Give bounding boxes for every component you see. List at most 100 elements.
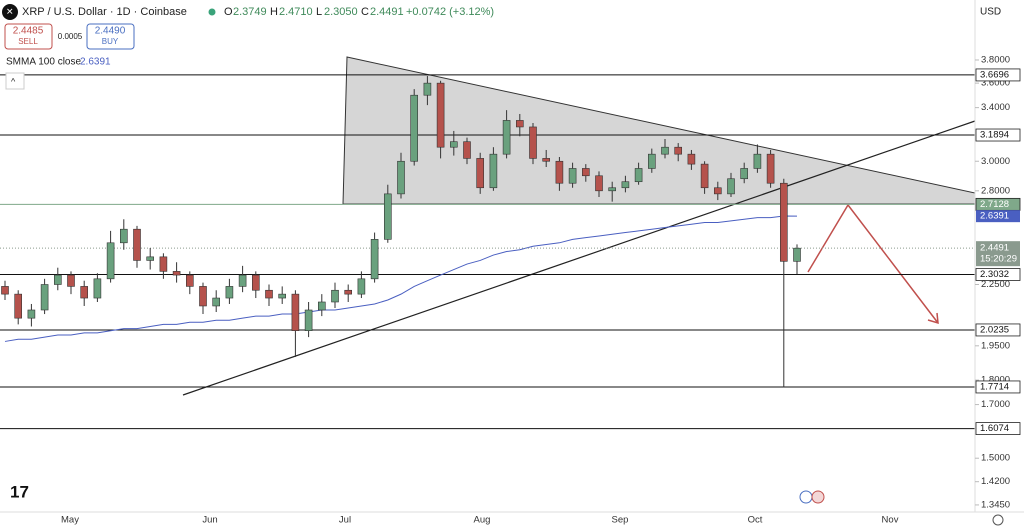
candle-body — [67, 274, 75, 287]
buy-button[interactable] — [86, 23, 135, 50]
candle-body — [779, 182, 788, 262]
sell-label: SELL — [18, 37, 38, 46]
candle-body — [344, 289, 353, 295]
candle-body — [608, 187, 617, 192]
price-change: +0.0742 (+3.12%) — [406, 6, 494, 18]
level-label-box — [975, 68, 1021, 82]
countdown: 15:20:29 — [980, 254, 1017, 265]
candle-body — [212, 297, 220, 307]
level-label-box — [975, 268, 1021, 281]
candle-body — [1, 286, 9, 295]
event-icon[interactable] — [811, 490, 825, 504]
candle-body — [634, 168, 643, 183]
y-tick-label: 3.0000 — [981, 156, 1010, 167]
last-price-box — [976, 241, 1020, 267]
candle-body — [53, 274, 62, 285]
symbol-icon — [2, 4, 18, 20]
trend-line — [182, 120, 976, 396]
candle-body — [661, 146, 669, 155]
level-label-box — [975, 422, 1021, 435]
candle-body — [766, 153, 775, 184]
indicator-name[interactable]: SMMA 100 close — [6, 57, 81, 68]
x-tick-label: Nov — [882, 515, 899, 526]
candle-body — [133, 228, 141, 261]
level-label-box — [975, 128, 1021, 142]
level-label: 3.6696 — [980, 69, 1009, 80]
candle-body — [199, 286, 207, 307]
y-tick-label: 1.3450 — [981, 499, 1010, 510]
candle-body — [265, 289, 273, 299]
event-icon[interactable] — [799, 490, 813, 504]
candle-body — [555, 160, 564, 184]
forecast-arrow — [807, 203, 939, 324]
y-tick-label: 1.8000 — [981, 375, 1010, 386]
ohlc-label: O — [224, 6, 233, 18]
candle-body — [238, 274, 247, 287]
x-tick-label: Sep — [612, 515, 629, 526]
collapse-button[interactable] — [5, 72, 25, 90]
y-tick-label: 3.6000 — [981, 78, 1010, 89]
level-label: 2.7128 — [980, 199, 1009, 210]
candle-body — [740, 168, 749, 180]
candle-body — [515, 120, 524, 128]
level-label: 3.1894 — [980, 130, 1009, 141]
ohlc-value: 2.3050 — [324, 6, 358, 18]
candle-body — [331, 289, 339, 303]
ohlc-value: 2.4710 — [279, 6, 313, 18]
currency[interactable]: USD — [980, 7, 1001, 18]
symbol-title[interactable]: XRP / U.S. Dollar · 1D · Coinbase — [22, 6, 187, 18]
candle-body — [502, 120, 511, 155]
ohlc-label: H — [270, 6, 278, 18]
candle-body — [357, 278, 366, 295]
candle-body — [172, 271, 181, 276]
candle-body — [449, 141, 458, 148]
candle-body — [489, 153, 498, 189]
sell-price: 2.4485 — [13, 26, 44, 37]
last-price-label: 2.4491 — [980, 243, 1009, 254]
candle-body — [304, 309, 313, 331]
smma-line — [4, 215, 798, 342]
candle-body — [647, 153, 656, 169]
settings-icon[interactable] — [992, 514, 1004, 526]
y-tick-label: 2.8000 — [981, 185, 1010, 196]
y-tick-label: 1.4200 — [981, 476, 1010, 487]
candle-body — [278, 293, 287, 299]
candle-body — [146, 256, 154, 261]
candle-body — [700, 163, 709, 189]
candle-body — [753, 153, 762, 169]
indicator-value: 2.6391 — [80, 57, 111, 68]
x-tick-label: May — [61, 515, 79, 526]
candle-body — [370, 239, 379, 280]
candle-body — [529, 126, 537, 159]
buy-price: 2.4490 — [95, 26, 126, 37]
level-label: 2.0235 — [980, 324, 1009, 335]
candle-body — [120, 228, 128, 244]
x-tick-label: Oct — [748, 515, 763, 526]
y-tick-label: 1.9500 — [981, 340, 1010, 351]
candle-body — [80, 286, 88, 299]
candle-body — [252, 274, 260, 291]
level-label: 1.6074 — [980, 423, 1009, 434]
buy-label: BUY — [102, 37, 119, 46]
y-tick-label: 1.7000 — [981, 399, 1010, 410]
candle-body — [476, 158, 485, 189]
y-tick-label: 3.4000 — [981, 102, 1010, 113]
candle-body — [423, 82, 432, 96]
level-label-box — [975, 323, 1021, 337]
y-tick-label: 1.5000 — [981, 453, 1010, 464]
y-tick-label: 3.8000 — [981, 54, 1010, 65]
x-tick-label: Aug — [474, 515, 491, 526]
spread: 0.0005 — [58, 32, 83, 41]
sell-button[interactable] — [4, 23, 53, 50]
candle-body — [621, 181, 630, 189]
level-label-box — [975, 380, 1021, 394]
candle-body — [674, 146, 683, 155]
ohlc-label: C — [361, 6, 369, 18]
candle-body — [40, 284, 49, 311]
candle-body — [317, 301, 326, 311]
candle-body — [793, 247, 801, 262]
candle-body — [568, 168, 577, 184]
candle-body — [159, 256, 168, 272]
symbol-icon-glyph: ✕ — [6, 6, 14, 16]
